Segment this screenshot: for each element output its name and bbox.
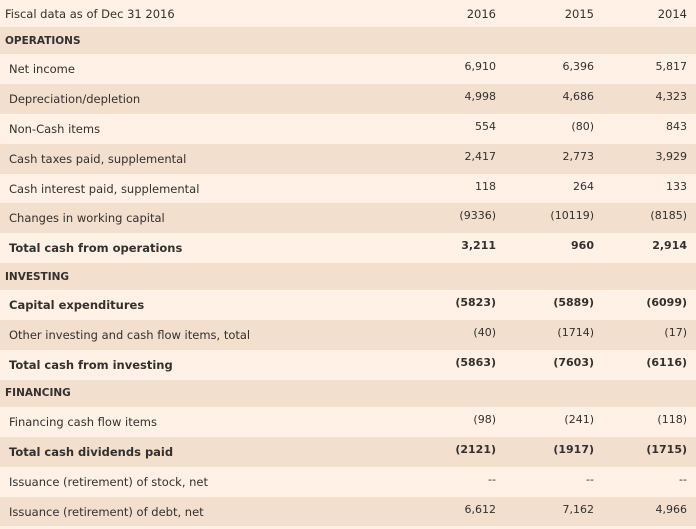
table-row: Net income 6,910 6,396 5,817	[0, 54, 696, 84]
table-row: Depreciation/depletion 4,998 4,686 4,323	[0, 83, 696, 114]
cell-2016: (9336)	[459, 209, 496, 223]
table-header-row: Fiscal data as of Dec 31 2016 2016 2015 …	[0, 0, 696, 27]
cell-2014: (17)	[664, 326, 687, 340]
cell-2016: 2,417	[464, 149, 497, 163]
cell-2015: 6,396	[562, 60, 595, 73]
cell-2016: 554	[475, 119, 496, 133]
cell-2016: 6,910	[464, 60, 497, 73]
year-column-2016: 2016	[466, 6, 496, 21]
section-header-operations: OPERATIONS	[0, 27, 696, 54]
section-title: OPERATIONS	[5, 34, 81, 47]
cell-2014: (8185)	[650, 209, 687, 223]
cell-2014: (1715)	[646, 442, 687, 456]
cell-2014: 843	[666, 119, 687, 133]
cell-2015: (5889)	[553, 296, 594, 310]
section-header-financing: FINANCING	[0, 379, 696, 407]
row-label: Non-Cash items	[9, 121, 101, 136]
row-label: Changes in working capital	[9, 211, 165, 226]
row-label: Total cash dividends paid	[9, 444, 174, 459]
cell-2016: (5823)	[455, 296, 496, 310]
cell-2016: 3,211	[461, 239, 496, 253]
cell-2016: --	[488, 472, 496, 486]
cell-2016: (40)	[473, 326, 496, 340]
row-label: Net income	[9, 61, 75, 76]
row-label: Cash interest paid, supplemental	[9, 181, 200, 196]
cell-2015: 960	[571, 239, 594, 253]
row-label: Issuance (retirement) of debt, net	[9, 504, 204, 519]
table-row-total: Total cash from operations 3,211 960 2,9…	[0, 233, 696, 264]
cell-2015: (10119)	[550, 209, 594, 223]
row-label: Capital expenditures	[9, 298, 145, 313]
year-column-2014: 2014	[657, 6, 687, 21]
cell-2014: (6099)	[646, 296, 687, 310]
table-row: Cash taxes paid, supplemental 2,417 2,77…	[0, 143, 696, 174]
table-row-total: Total cash from investing (5863) (7603) …	[0, 350, 696, 380]
cell-2016: (98)	[473, 412, 496, 426]
cell-2015: (1917)	[553, 442, 594, 456]
cell-2015: (7603)	[553, 356, 594, 370]
section-title: FINANCING	[5, 387, 71, 400]
fiscal-date-label: Fiscal data as of Dec 31 2016	[5, 6, 175, 21]
row-label: Total cash from investing	[9, 357, 173, 372]
table-row: Non-Cash items 554 (80) 843	[0, 113, 696, 144]
cell-2015: --	[586, 472, 594, 486]
cell-2015: 264	[573, 179, 594, 193]
table-row: Other investing and cash flow items, tot…	[0, 320, 696, 351]
cell-2015: (1714)	[557, 326, 594, 340]
cell-2014: 4,966	[655, 502, 688, 516]
cell-2014: (118)	[657, 412, 687, 426]
cell-2015: (241)	[564, 412, 594, 426]
row-label: Other investing and cash flow items, tot…	[9, 328, 251, 343]
year-column-2015: 2015	[564, 6, 594, 21]
cell-2014: 3,929	[655, 149, 688, 163]
section-title: INVESTING	[5, 270, 70, 283]
cell-2014: --	[679, 472, 687, 486]
row-label: Issuance (retirement) of stock, net	[9, 474, 209, 489]
table-row: Issuance (retirement) of stock, net -- -…	[0, 466, 696, 497]
cell-2014: 5,817	[655, 60, 688, 73]
cell-2015: (80)	[571, 119, 594, 133]
row-label: Total cash from operations	[9, 241, 183, 256]
table-row: Changes in working capital (9336) (10119…	[0, 203, 696, 234]
table-row: Capital expenditures (5823) (5889) (6099…	[0, 290, 696, 321]
row-label: Depreciation/depletion	[9, 91, 141, 106]
cell-2015: 4,686	[562, 89, 595, 103]
row-label: Financing cash flow items	[9, 414, 157, 429]
table-row: Financing cash flow items (98) (241) (11…	[0, 406, 696, 437]
cell-2016: (2121)	[455, 442, 496, 456]
cell-2015: 7,162	[562, 502, 595, 516]
cell-2016: 6,612	[464, 502, 497, 516]
cell-2014: (6116)	[646, 356, 687, 370]
section-header-investing: INVESTING	[0, 263, 696, 291]
table-row: Cash interest paid, supplemental 118 264…	[0, 173, 696, 204]
cell-2015: 2,773	[562, 149, 595, 163]
cell-2016: 118	[475, 179, 496, 193]
cell-2016: (5863)	[455, 356, 496, 370]
table-row: Issuance (retirement) of debt, net 6,612…	[0, 496, 696, 527]
cell-2014: 133	[666, 179, 687, 193]
cell-2016: 4,998	[464, 89, 497, 103]
cell-2014: 4,323	[655, 89, 688, 103]
cell-2014: 2,914	[652, 239, 687, 253]
row-label: Cash taxes paid, supplemental	[9, 151, 187, 166]
table-row: Total cash dividends paid (2121) (1917) …	[0, 436, 696, 467]
